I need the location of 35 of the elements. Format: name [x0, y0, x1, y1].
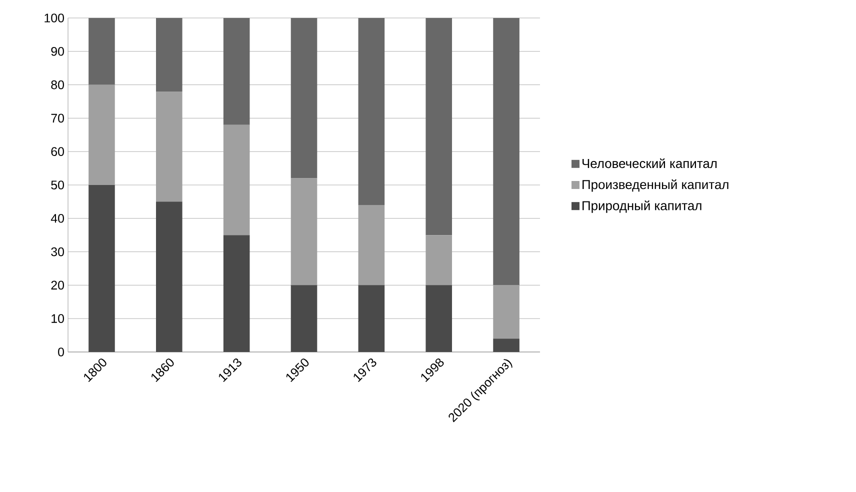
y-tick-label: 90 [51, 46, 64, 56]
bar [358, 285, 385, 352]
bar [290, 18, 318, 178]
bar [88, 84, 115, 185]
bar [223, 18, 250, 125]
y-tick-label: 50 [51, 180, 64, 190]
bar [358, 18, 385, 206]
bar [358, 205, 385, 286]
bar [156, 202, 182, 352]
bar [493, 338, 520, 352]
y-tick-label: 40 [50, 214, 64, 223]
y-tick-label: 10 [52, 314, 64, 323]
bar [88, 184, 115, 352]
y-tick-label: 60 [51, 147, 64, 156]
bar [156, 18, 182, 92]
legend-label: Природный капитал [582, 200, 702, 213]
bar [156, 91, 182, 202]
y-tick-label: 20 [51, 280, 64, 290]
bar [223, 124, 250, 236]
bar [426, 18, 452, 236]
y-tick-label: 30 [51, 247, 64, 256]
legend-label: Человеческий капитал [582, 158, 717, 168]
bar [493, 18, 520, 286]
legend-label: Произведенный капитал [582, 179, 728, 192]
bar [493, 285, 520, 339]
bar [290, 178, 318, 286]
bar [290, 285, 318, 352]
bar [426, 235, 452, 286]
y-tick-label: 80 [51, 80, 64, 90]
y-tick-label: 0 [58, 348, 64, 356]
bar [426, 285, 452, 352]
bar [88, 18, 115, 85]
bar [223, 235, 250, 352]
y-tick-label: 70 [51, 114, 64, 123]
y-tick-label: 100 [44, 14, 64, 22]
